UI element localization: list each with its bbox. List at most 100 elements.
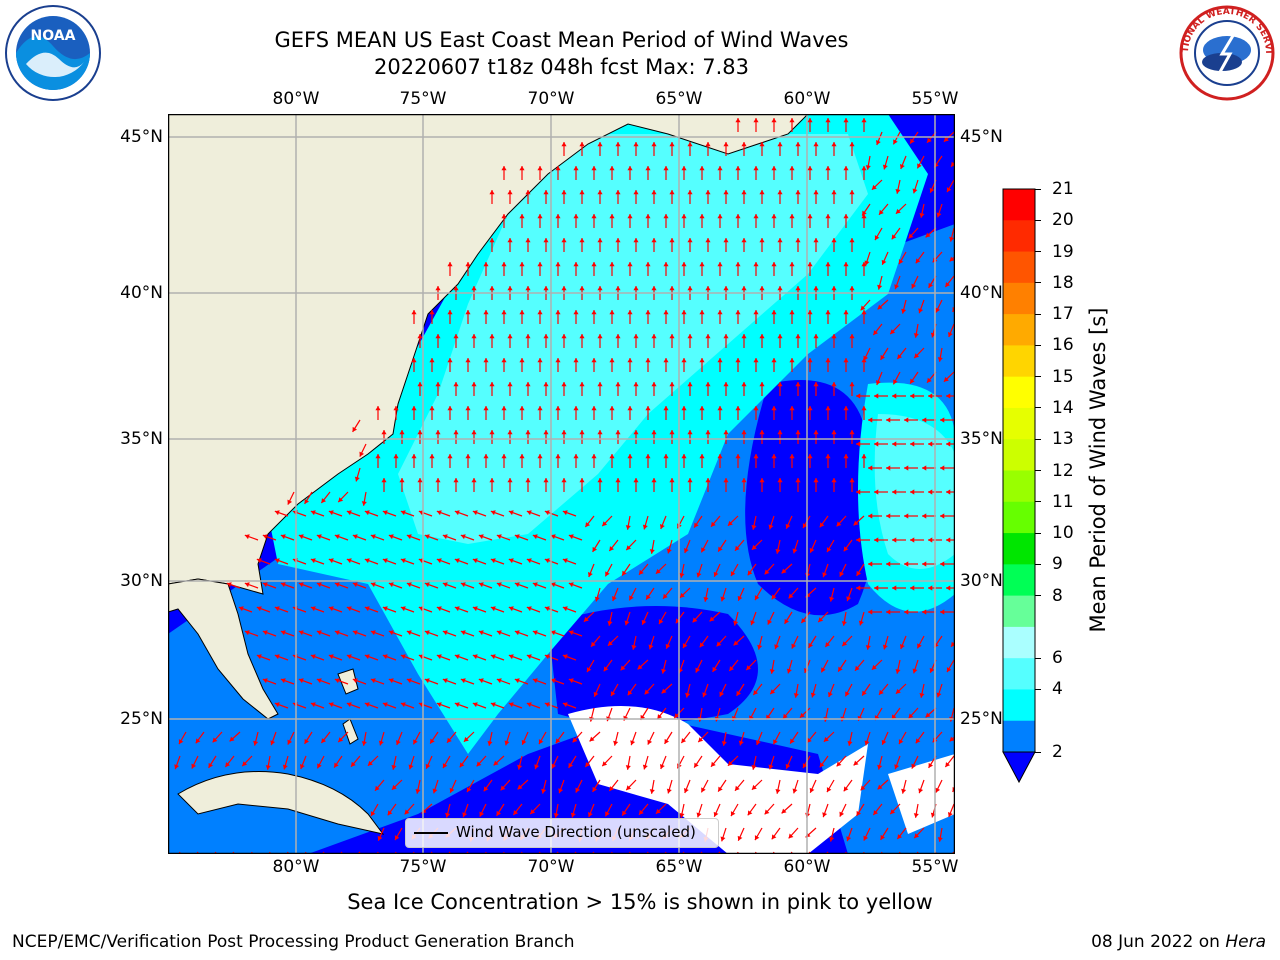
wave-direction-arrowhead: [597, 478, 603, 483]
wave-direction-arrowhead: [645, 358, 651, 363]
wave-direction-arrowhead: [435, 286, 441, 291]
wave-direction-arrowhead: [609, 262, 615, 267]
wave-direction-arrowhead: [471, 430, 477, 435]
wave-direction-arrowhead: [352, 426, 358, 432]
wave-direction-arrowhead: [544, 510, 550, 516]
wave-direction-arrowhead: [274, 654, 280, 660]
wave-direction-arrowhead: [768, 524, 774, 530]
wave-direction-arrowhead: [917, 163, 922, 169]
wave-direction-arrowhead: [633, 334, 639, 339]
lon-tick-bottom: 60°W: [783, 857, 831, 877]
wave-direction-arrowhead: [892, 441, 897, 447]
wave-direction-arrowhead: [893, 379, 898, 385]
wave-direction-arrowhead: [370, 678, 376, 684]
wave-direction-arrowhead: [663, 593, 668, 599]
wave-direction-arrowhead: [753, 358, 759, 363]
wave-direction-arrowhead: [733, 620, 739, 626]
wave-direction-arrowhead: [895, 688, 901, 694]
wave-direction-arrowhead: [746, 665, 752, 671]
wave-direction-arrowhead: [687, 382, 693, 387]
wave-direction-arrowhead: [856, 585, 861, 591]
wave-direction-arrowhead: [892, 393, 897, 399]
wave-direction-arrowhead: [382, 558, 388, 564]
wave-direction-arrowhead: [717, 358, 723, 363]
wave-direction-arrowhead: [517, 784, 523, 790]
colorbar-tick-mark: [1035, 344, 1041, 346]
wave-direction-arrowhead: [519, 406, 525, 411]
wave-direction-arrowhead: [472, 558, 478, 564]
wave-direction-arrowhead: [513, 810, 519, 816]
wave-direction-arrowhead: [615, 478, 621, 483]
wave-direction-arrowhead: [627, 166, 633, 171]
colorbar-tick: 9: [1052, 554, 1063, 575]
wave-direction-arrowhead: [936, 212, 942, 218]
colorbar-tick: 10: [1052, 523, 1074, 544]
wave-direction-arrowhead: [532, 534, 538, 540]
wave-direction-arrowhead: [831, 382, 837, 387]
wave-direction-arrowhead: [471, 334, 477, 339]
colorbar-tick-mark: [1035, 751, 1041, 753]
colorbar-tick: 13: [1052, 429, 1074, 450]
wave-direction-arrowhead: [879, 689, 884, 695]
wave-direction-arrowhead: [789, 358, 795, 363]
wave-direction-arrowhead: [432, 788, 438, 794]
wave-direction-arrowhead: [822, 812, 828, 818]
wave-direction-arrowhead: [843, 166, 849, 171]
wave-direction-arrowhead: [334, 534, 340, 540]
wave-direction-arrowhead: [471, 478, 477, 483]
wave-direction-arrowhead: [479, 811, 485, 817]
wave-direction-arrowhead: [928, 441, 933, 447]
wave-direction-arrowhead: [849, 382, 855, 387]
wave-direction-arrowhead: [747, 570, 753, 576]
wave-direction-arrowhead: [699, 262, 705, 267]
wave-direction-arrowhead: [898, 259, 904, 265]
wave-direction-arrowhead: [436, 606, 442, 612]
wave-direction-arrowhead: [807, 118, 813, 123]
wave-direction-arrowhead: [526, 702, 532, 708]
wave-direction-arrowhead: [573, 214, 579, 219]
wave-direction-arrowhead: [602, 761, 608, 767]
wave-direction-arrowhead: [819, 522, 825, 528]
wave-direction-arrowhead: [615, 334, 621, 339]
wave-direction-arrowhead: [868, 417, 873, 423]
wave-direction-arrowhead: [400, 654, 406, 660]
wave-direction-arrowhead: [692, 617, 698, 623]
land-florida: [168, 578, 279, 720]
wave-direction-arrowhead: [807, 406, 813, 411]
wave-direction-arrowhead: [877, 284, 883, 290]
wave-direction-arrowhead: [615, 286, 621, 291]
wave-direction-arrowhead: [928, 282, 934, 288]
wave-direction-arrowhead: [738, 740, 744, 746]
wave-direction-arrowhead: [436, 558, 442, 564]
wave-direction-arrowhead: [489, 238, 495, 243]
wave-direction-arrowhead: [813, 190, 819, 195]
wave-direction-arrowhead: [825, 262, 831, 267]
wave-direction-arrowhead: [382, 702, 388, 708]
wave-direction-arrowhead: [681, 406, 687, 411]
wave-direction-arrowhead: [759, 286, 765, 291]
colorbar-bin: [1003, 501, 1035, 534]
wave-direction-arrowhead: [225, 762, 231, 768]
wave-direction-arrowhead: [754, 595, 760, 601]
sea-ice-caption: Sea Ice Concentration > 15% is shown in …: [347, 890, 933, 914]
wave-direction-arrowhead: [658, 619, 664, 625]
wave-direction-arrowhead: [699, 166, 705, 171]
wave-direction-arrowhead: [682, 643, 688, 649]
wave-direction-arrowhead: [454, 606, 460, 612]
wave-direction-arrowhead: [910, 537, 915, 543]
wave-direction-arrowhead: [687, 478, 693, 483]
wave-direction-arrowhead: [622, 570, 627, 576]
wave-direction-arrowhead: [525, 430, 531, 435]
noaa-logo: NOAA: [5, 5, 101, 101]
wave-direction-arrowhead: [174, 764, 180, 770]
wave-direction-arrowhead: [212, 737, 218, 743]
wave-direction-arrowhead: [447, 262, 453, 267]
wave-direction-arrowhead: [579, 430, 585, 435]
colorbar: [1002, 188, 1036, 784]
wave-direction-arrowhead: [483, 262, 489, 267]
wave-direction-arrowhead: [669, 142, 675, 147]
wave-direction-arrowhead: [849, 190, 855, 195]
colorbar-tick-mark: [1035, 470, 1041, 471]
wave-direction-arrowhead: [713, 811, 719, 817]
wave-direction-arrowhead: [825, 166, 831, 171]
